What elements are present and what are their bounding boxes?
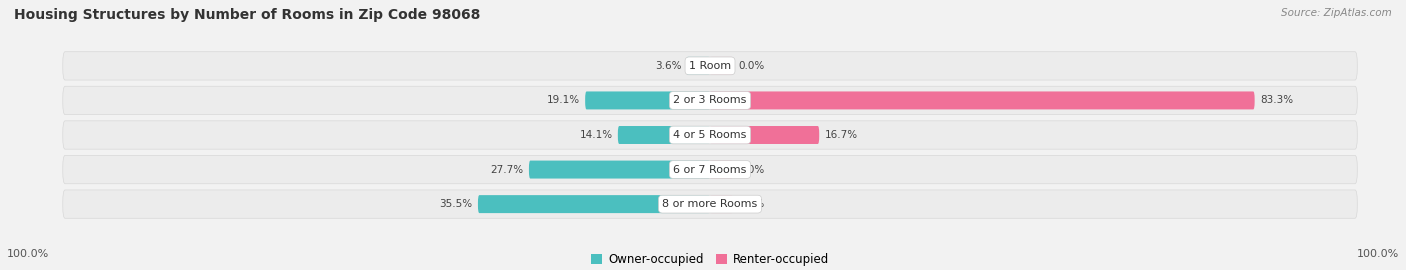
Text: 4 or 5 Rooms: 4 or 5 Rooms (673, 130, 747, 140)
FancyBboxPatch shape (710, 92, 1254, 109)
Text: Housing Structures by Number of Rooms in Zip Code 98068: Housing Structures by Number of Rooms in… (14, 8, 481, 22)
FancyBboxPatch shape (63, 156, 1357, 184)
Text: 1 Room: 1 Room (689, 61, 731, 71)
Legend: Owner-occupied, Renter-occupied: Owner-occupied, Renter-occupied (586, 248, 834, 270)
Text: 83.3%: 83.3% (1260, 95, 1294, 106)
Text: 100.0%: 100.0% (7, 249, 49, 259)
Text: Source: ZipAtlas.com: Source: ZipAtlas.com (1281, 8, 1392, 18)
FancyBboxPatch shape (710, 57, 733, 75)
FancyBboxPatch shape (63, 121, 1357, 149)
FancyBboxPatch shape (478, 195, 710, 213)
Text: 6 or 7 Rooms: 6 or 7 Rooms (673, 164, 747, 175)
FancyBboxPatch shape (710, 126, 820, 144)
FancyBboxPatch shape (710, 161, 733, 178)
Text: 100.0%: 100.0% (1357, 249, 1399, 259)
Text: 3.6%: 3.6% (655, 61, 682, 71)
Text: 0.0%: 0.0% (738, 199, 765, 209)
Text: 2 or 3 Rooms: 2 or 3 Rooms (673, 95, 747, 106)
Text: 0.0%: 0.0% (738, 164, 765, 175)
FancyBboxPatch shape (585, 92, 710, 109)
Text: 8 or more Rooms: 8 or more Rooms (662, 199, 758, 209)
FancyBboxPatch shape (617, 126, 710, 144)
FancyBboxPatch shape (710, 195, 733, 213)
FancyBboxPatch shape (529, 161, 710, 178)
FancyBboxPatch shape (63, 52, 1357, 80)
Text: 35.5%: 35.5% (440, 199, 472, 209)
FancyBboxPatch shape (63, 86, 1357, 114)
Text: 0.0%: 0.0% (738, 61, 765, 71)
Text: 19.1%: 19.1% (547, 95, 579, 106)
FancyBboxPatch shape (686, 57, 710, 75)
Text: 16.7%: 16.7% (824, 130, 858, 140)
FancyBboxPatch shape (63, 190, 1357, 218)
Text: 14.1%: 14.1% (579, 130, 613, 140)
Text: 27.7%: 27.7% (491, 164, 523, 175)
